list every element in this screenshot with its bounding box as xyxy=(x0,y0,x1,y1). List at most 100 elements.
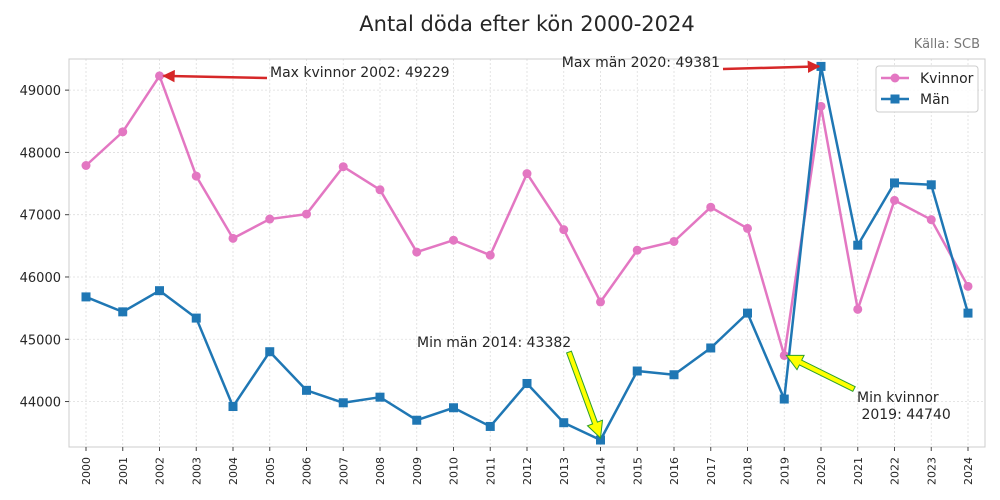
data-point xyxy=(118,307,128,317)
x-tick-label: 2004 xyxy=(227,457,240,485)
data-point xyxy=(118,127,128,137)
series-1 xyxy=(81,61,973,445)
x-tick-label: 2018 xyxy=(742,457,755,485)
y-tick-label: 49000 xyxy=(20,84,61,99)
data-point xyxy=(706,343,716,353)
x-tick-label: 2000 xyxy=(80,457,93,485)
annotation-label: Min kvinnor 2019: 44740 xyxy=(857,390,951,423)
data-point xyxy=(485,250,495,260)
data-point xyxy=(632,245,642,255)
data-point xyxy=(632,366,642,376)
data-point xyxy=(81,292,91,302)
source-label: Källa: SCB xyxy=(914,37,980,52)
data-point xyxy=(302,385,311,395)
data-point xyxy=(963,281,973,291)
y-tick-label: 44000 xyxy=(20,396,61,411)
data-point xyxy=(522,169,532,179)
data-point xyxy=(191,313,201,323)
data-point xyxy=(522,378,532,388)
x-axis: 2000 2001 2002 2003 2004 2005 2006 2007 2008 2009… xyxy=(80,447,975,485)
data-point xyxy=(559,418,569,428)
data-point xyxy=(743,308,752,318)
data-point xyxy=(449,403,458,413)
data-point xyxy=(669,370,679,380)
annotation-label: Max män 2020: 49381 xyxy=(562,55,720,71)
y-tick-label: 48000 xyxy=(20,146,61,161)
data-point xyxy=(890,178,899,188)
legend-marker xyxy=(890,94,900,104)
x-tick-label: 2003 xyxy=(190,457,203,485)
grid xyxy=(69,59,985,447)
x-tick-label: 2001 xyxy=(117,457,130,485)
annotation-arrow xyxy=(785,354,856,392)
data-point xyxy=(596,297,605,307)
data-point xyxy=(853,240,863,250)
x-tick-label: 2007 xyxy=(337,457,350,485)
data-point xyxy=(853,304,863,314)
data-point xyxy=(375,185,385,195)
data-point xyxy=(963,308,973,318)
data-point xyxy=(485,421,495,431)
x-tick-label: 2008 xyxy=(374,457,387,485)
data-point xyxy=(669,236,679,246)
legend-entry: Kvinnor xyxy=(881,71,974,87)
data-point xyxy=(265,214,275,224)
x-tick-label: 2009 xyxy=(411,457,424,485)
y-axis: 44000 45000 46000 47000 48000 49000 xyxy=(20,84,69,411)
x-tick-label: 2006 xyxy=(301,457,314,485)
series-0 xyxy=(81,71,973,360)
data-point xyxy=(926,180,936,190)
annotation-arrow xyxy=(565,350,604,440)
data-point xyxy=(338,398,348,408)
data-point xyxy=(706,202,716,212)
x-tick-label: 2019 xyxy=(778,457,791,485)
data-point xyxy=(338,162,348,172)
chart-title: Antal döda efter kön 2000-2024 xyxy=(359,12,694,36)
x-tick-label: 2017 xyxy=(705,457,718,485)
y-tick-label: 45000 xyxy=(20,333,61,348)
data-point xyxy=(816,101,826,111)
legend: Kvinnor Män xyxy=(875,65,979,113)
x-tick-label: 2020 xyxy=(815,457,828,485)
annotation-arrow xyxy=(722,60,821,73)
data-point xyxy=(191,171,201,181)
data-point xyxy=(779,350,789,360)
data-point xyxy=(890,195,899,205)
data-point xyxy=(412,247,422,257)
data-point xyxy=(596,435,605,445)
x-tick-label: 2013 xyxy=(558,457,571,485)
x-tick-label: 2002 xyxy=(154,457,167,485)
x-tick-label: 2024 xyxy=(962,457,975,485)
data-point xyxy=(302,209,311,219)
data-point xyxy=(779,394,789,404)
data-point xyxy=(926,215,936,225)
annotation-label: Max kvinnor 2002: 49229 xyxy=(270,65,450,81)
legend-label: Kvinnor xyxy=(920,71,974,87)
annotation-label: Min män 2014: 43382 xyxy=(417,335,571,351)
data-point xyxy=(155,71,164,81)
x-tick-label: 2005 xyxy=(264,457,277,485)
data-point xyxy=(155,286,164,296)
legend-marker xyxy=(890,73,900,83)
data-point xyxy=(559,225,569,235)
x-tick-label: 2016 xyxy=(668,457,681,485)
annotation-arrow xyxy=(162,69,268,83)
x-tick-label: 2021 xyxy=(852,457,865,485)
legend-entry: Män xyxy=(881,92,950,108)
x-tick-label: 2022 xyxy=(889,457,902,485)
series-layer xyxy=(81,61,973,445)
data-point xyxy=(265,347,275,357)
data-point xyxy=(375,392,385,402)
data-point xyxy=(228,233,238,243)
data-point xyxy=(228,402,238,412)
annotations: Max kvinnor 2002: 49229 Max män 2020: 493… xyxy=(162,55,951,440)
data-point xyxy=(816,61,826,71)
legend-label: Män xyxy=(920,92,950,108)
x-tick-label: 2023 xyxy=(925,457,938,485)
x-tick-label: 2015 xyxy=(631,457,644,485)
x-tick-label: 2012 xyxy=(521,457,534,485)
data-point xyxy=(412,415,422,425)
y-tick-label: 47000 xyxy=(20,209,61,224)
data-point xyxy=(743,223,752,233)
